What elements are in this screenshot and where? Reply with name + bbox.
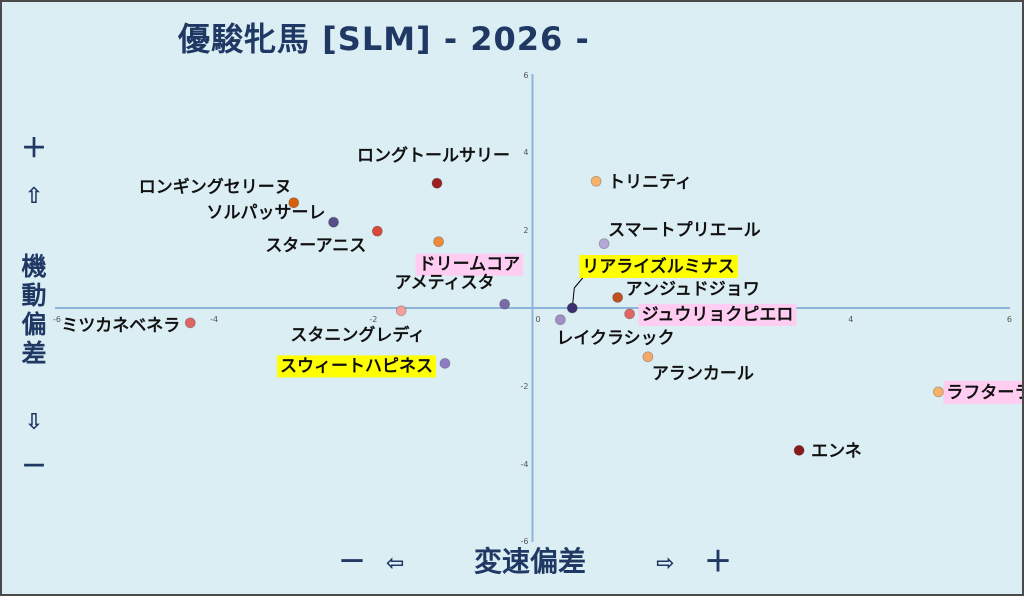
point-label: ソルパッサーレ (207, 203, 326, 223)
point-label: アメティスタ (395, 273, 495, 293)
y-axis-label: 機動偏差 (21, 252, 47, 368)
data-point (499, 298, 511, 310)
data-point (932, 386, 944, 398)
point-label: ドリームコア (419, 255, 521, 275)
data-point (566, 302, 578, 314)
point-label: リアライズルミナス (582, 256, 735, 277)
data-point (598, 238, 610, 250)
data-point (612, 292, 624, 303)
data-point (433, 236, 444, 248)
data-point (328, 216, 339, 228)
point-label: トリニティ (608, 172, 692, 192)
x-left-arrow-icon: ⇦ (386, 551, 405, 576)
point-label: レイクラシック (556, 329, 674, 349)
data-point (793, 444, 805, 456)
point-label: スタニングレディ (290, 325, 425, 346)
leader-line (571, 275, 585, 309)
x-tick-label: -4 (210, 315, 218, 324)
y-minus-marker: － (20, 452, 47, 482)
label-highlight (579, 255, 738, 278)
x-axis-label: 変速偏差 (474, 545, 587, 578)
point-label: ロンギングセリーヌ (139, 177, 292, 198)
label-highlight (943, 380, 1022, 404)
data-point (624, 308, 635, 320)
point-label: ジュウリョクピエロ (642, 305, 794, 325)
point-label: ミツカネベネラ (61, 316, 180, 336)
point-label: スウィートハピネス (280, 356, 433, 376)
x-right-arrow-icon: ⇨ (656, 551, 675, 576)
data-point (431, 177, 443, 189)
x-plus-marker: ＋ (704, 545, 733, 578)
x-tick-label: 0 (536, 315, 541, 324)
y-tick-label: -6 (521, 537, 529, 546)
label-highlight (638, 303, 797, 326)
point-label: スターアニス (265, 236, 366, 256)
point-label: アランカール (652, 364, 754, 384)
x-tick-label: 6 (1007, 315, 1012, 324)
y-tick-label: 4 (523, 148, 528, 157)
data-point (554, 314, 566, 326)
data-point (439, 357, 451, 369)
x-tick-label: 4 (848, 315, 853, 324)
y-plus-marker: ＋ (20, 134, 47, 164)
y-tick-label: -4 (521, 460, 529, 469)
data-point (371, 225, 383, 237)
point-label: ロングトールサリー (357, 145, 510, 166)
data-point (184, 317, 196, 329)
data-point (642, 351, 654, 363)
y-up-arrow-icon: ⇧ (24, 184, 44, 209)
y-tick-label: 6 (523, 71, 528, 80)
data-point (590, 175, 602, 187)
label-highlight (276, 355, 436, 378)
x-minus-marker: － (338, 545, 367, 578)
chart-title: 優駿牝馬 [SLM] - 2026 - (178, 20, 590, 58)
y-tick-label: -2 (521, 382, 529, 391)
y-tick-label: 2 (523, 226, 528, 235)
data-point (288, 197, 300, 209)
point-label: スマートプリエール (608, 220, 761, 241)
y-down-arrow-icon: ⇩ (24, 410, 44, 435)
point-label: ラフターラインズ (946, 382, 1022, 403)
label-highlight (415, 253, 524, 276)
point-label: エンネ (811, 441, 862, 461)
x-tick-label: -6 (53, 315, 61, 324)
x-tick-label: -2 (369, 315, 377, 324)
data-point (395, 305, 407, 317)
point-label: アンジュドジョワ (626, 279, 760, 299)
